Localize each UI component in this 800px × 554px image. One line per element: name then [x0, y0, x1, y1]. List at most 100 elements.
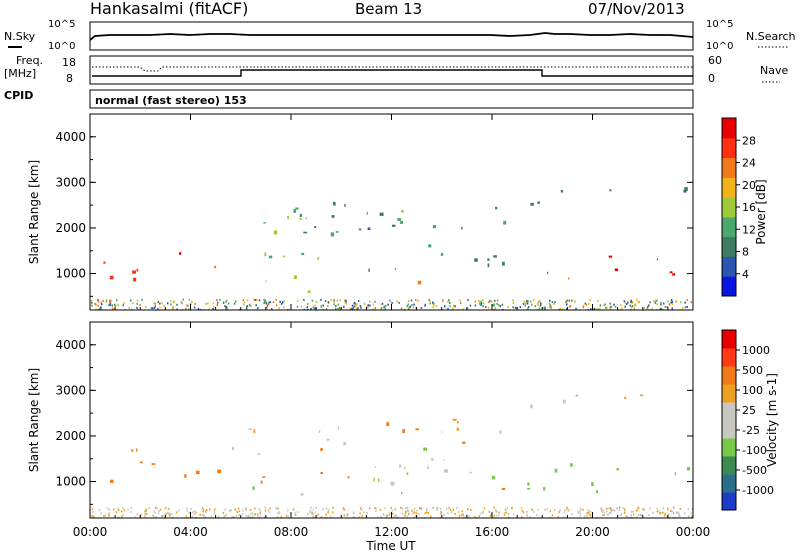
echo-cell: [436, 508, 438, 511]
echo-cell: [108, 508, 111, 511]
echo-cell: [301, 252, 305, 256]
echo-cell: [640, 514, 643, 517]
echo-cell: [643, 306, 646, 309]
echo-cell: [324, 300, 327, 303]
echo-cell: [684, 306, 686, 309]
echo-cell: [521, 516, 523, 518]
echo-cell: [559, 509, 561, 512]
echo-cell: [392, 512, 394, 515]
echo-cell: [667, 508, 669, 511]
echo-cell: [299, 218, 303, 220]
echo-cell: [185, 515, 188, 518]
echo-cell: [140, 513, 142, 516]
echo-cell: [344, 299, 346, 302]
echo-cell: [599, 304, 602, 307]
echo-cell: [419, 507, 421, 510]
echo-cell: [93, 515, 95, 518]
echo-cell: [110, 479, 114, 483]
echo-cell: [619, 506, 621, 509]
echo-cell: [339, 299, 342, 302]
echo-cell: [283, 306, 285, 309]
echo-cell: [259, 514, 262, 517]
cpid-label: CPID: [4, 89, 33, 102]
echo-cell: [599, 308, 602, 310]
echo-cell: [540, 303, 542, 306]
echo-cell: [463, 516, 465, 518]
echo-cell: [488, 510, 490, 513]
echo-cell: [548, 302, 551, 305]
y-tick-label: 4000: [55, 130, 86, 144]
echo-cell: [250, 508, 252, 511]
echo-cell: [415, 299, 417, 301]
echo-cell: [105, 300, 108, 303]
y-tick-label: 2000: [55, 221, 86, 235]
echo-cell: [488, 301, 490, 304]
echo-cell: [336, 299, 339, 302]
echo-cell: [603, 511, 605, 514]
echo-cell: [134, 516, 136, 518]
echo-cell: [307, 290, 311, 293]
echo-cell: [213, 305, 215, 308]
echo-cell: [586, 514, 588, 517]
echo-cell: [263, 222, 266, 224]
echo-cell: [482, 511, 484, 514]
echo-cell: [494, 307, 497, 310]
echo-cell: [618, 508, 621, 511]
echo-cell: [193, 510, 196, 513]
echo-cell: [479, 301, 481, 304]
echo-cell: [300, 493, 304, 496]
echo-cell: [103, 514, 105, 517]
echo-cell: [587, 303, 590, 305]
echo-cell: [681, 307, 684, 310]
echo-cell: [655, 299, 657, 302]
echo-cell: [320, 472, 323, 474]
echo-cell: [412, 512, 414, 515]
echo-cell: [152, 514, 154, 517]
echo-cell: [168, 513, 171, 516]
echo-cell: [536, 302, 539, 305]
echo-cell: [327, 511, 329, 514]
colorbar-tick-label: 4: [742, 268, 749, 281]
echo-cell: [257, 307, 259, 309]
station-title: Hankasalmi (fitACF): [90, 0, 248, 18]
echo-cell: [249, 516, 251, 518]
echo-cell: [686, 306, 688, 308]
echo-cell: [333, 201, 336, 206]
echo-cell: [502, 308, 504, 310]
y-tick-label: 2000: [55, 429, 86, 443]
echo-cell: [390, 506, 393, 509]
echo-cell: [122, 514, 124, 517]
echo-cell: [445, 507, 448, 510]
echo-cell: [452, 418, 457, 421]
echo-cell: [539, 302, 542, 305]
echo-cell: [131, 449, 134, 452]
echo-cell: [381, 307, 383, 310]
echo-cell: [494, 299, 496, 302]
echo-cell: [242, 299, 244, 302]
echo-cell: [159, 302, 161, 305]
colorbar-swatch: [722, 276, 736, 297]
echo-cell: [314, 511, 316, 514]
noise-right-tick-top: 10^5: [706, 19, 733, 30]
echo-cell: [401, 507, 404, 510]
echo-cell: [332, 506, 334, 509]
echo-cell: [674, 516, 677, 518]
echo-cell: [294, 513, 297, 516]
echo-cell: [303, 231, 308, 234]
echo-cell: [172, 306, 174, 309]
power-y-axis: 1000 2000 3000 4000: [55, 130, 693, 297]
echo-cell: [225, 307, 227, 310]
colorbar-tick-label: 100: [742, 384, 763, 397]
echo-cell: [186, 509, 188, 512]
echo-cell: [570, 463, 573, 467]
echo-cell: [254, 513, 256, 516]
echo-cell: [91, 301, 93, 304]
echo-cell: [577, 510, 579, 513]
colorbar-tick-label: 24: [742, 157, 756, 170]
echo-cell: [278, 307, 280, 310]
echo-cell: [368, 268, 370, 272]
echo-cell: [674, 472, 677, 476]
echo-cell: [493, 304, 495, 307]
echo-cell: [533, 511, 535, 513]
echo-cell: [466, 307, 469, 309]
